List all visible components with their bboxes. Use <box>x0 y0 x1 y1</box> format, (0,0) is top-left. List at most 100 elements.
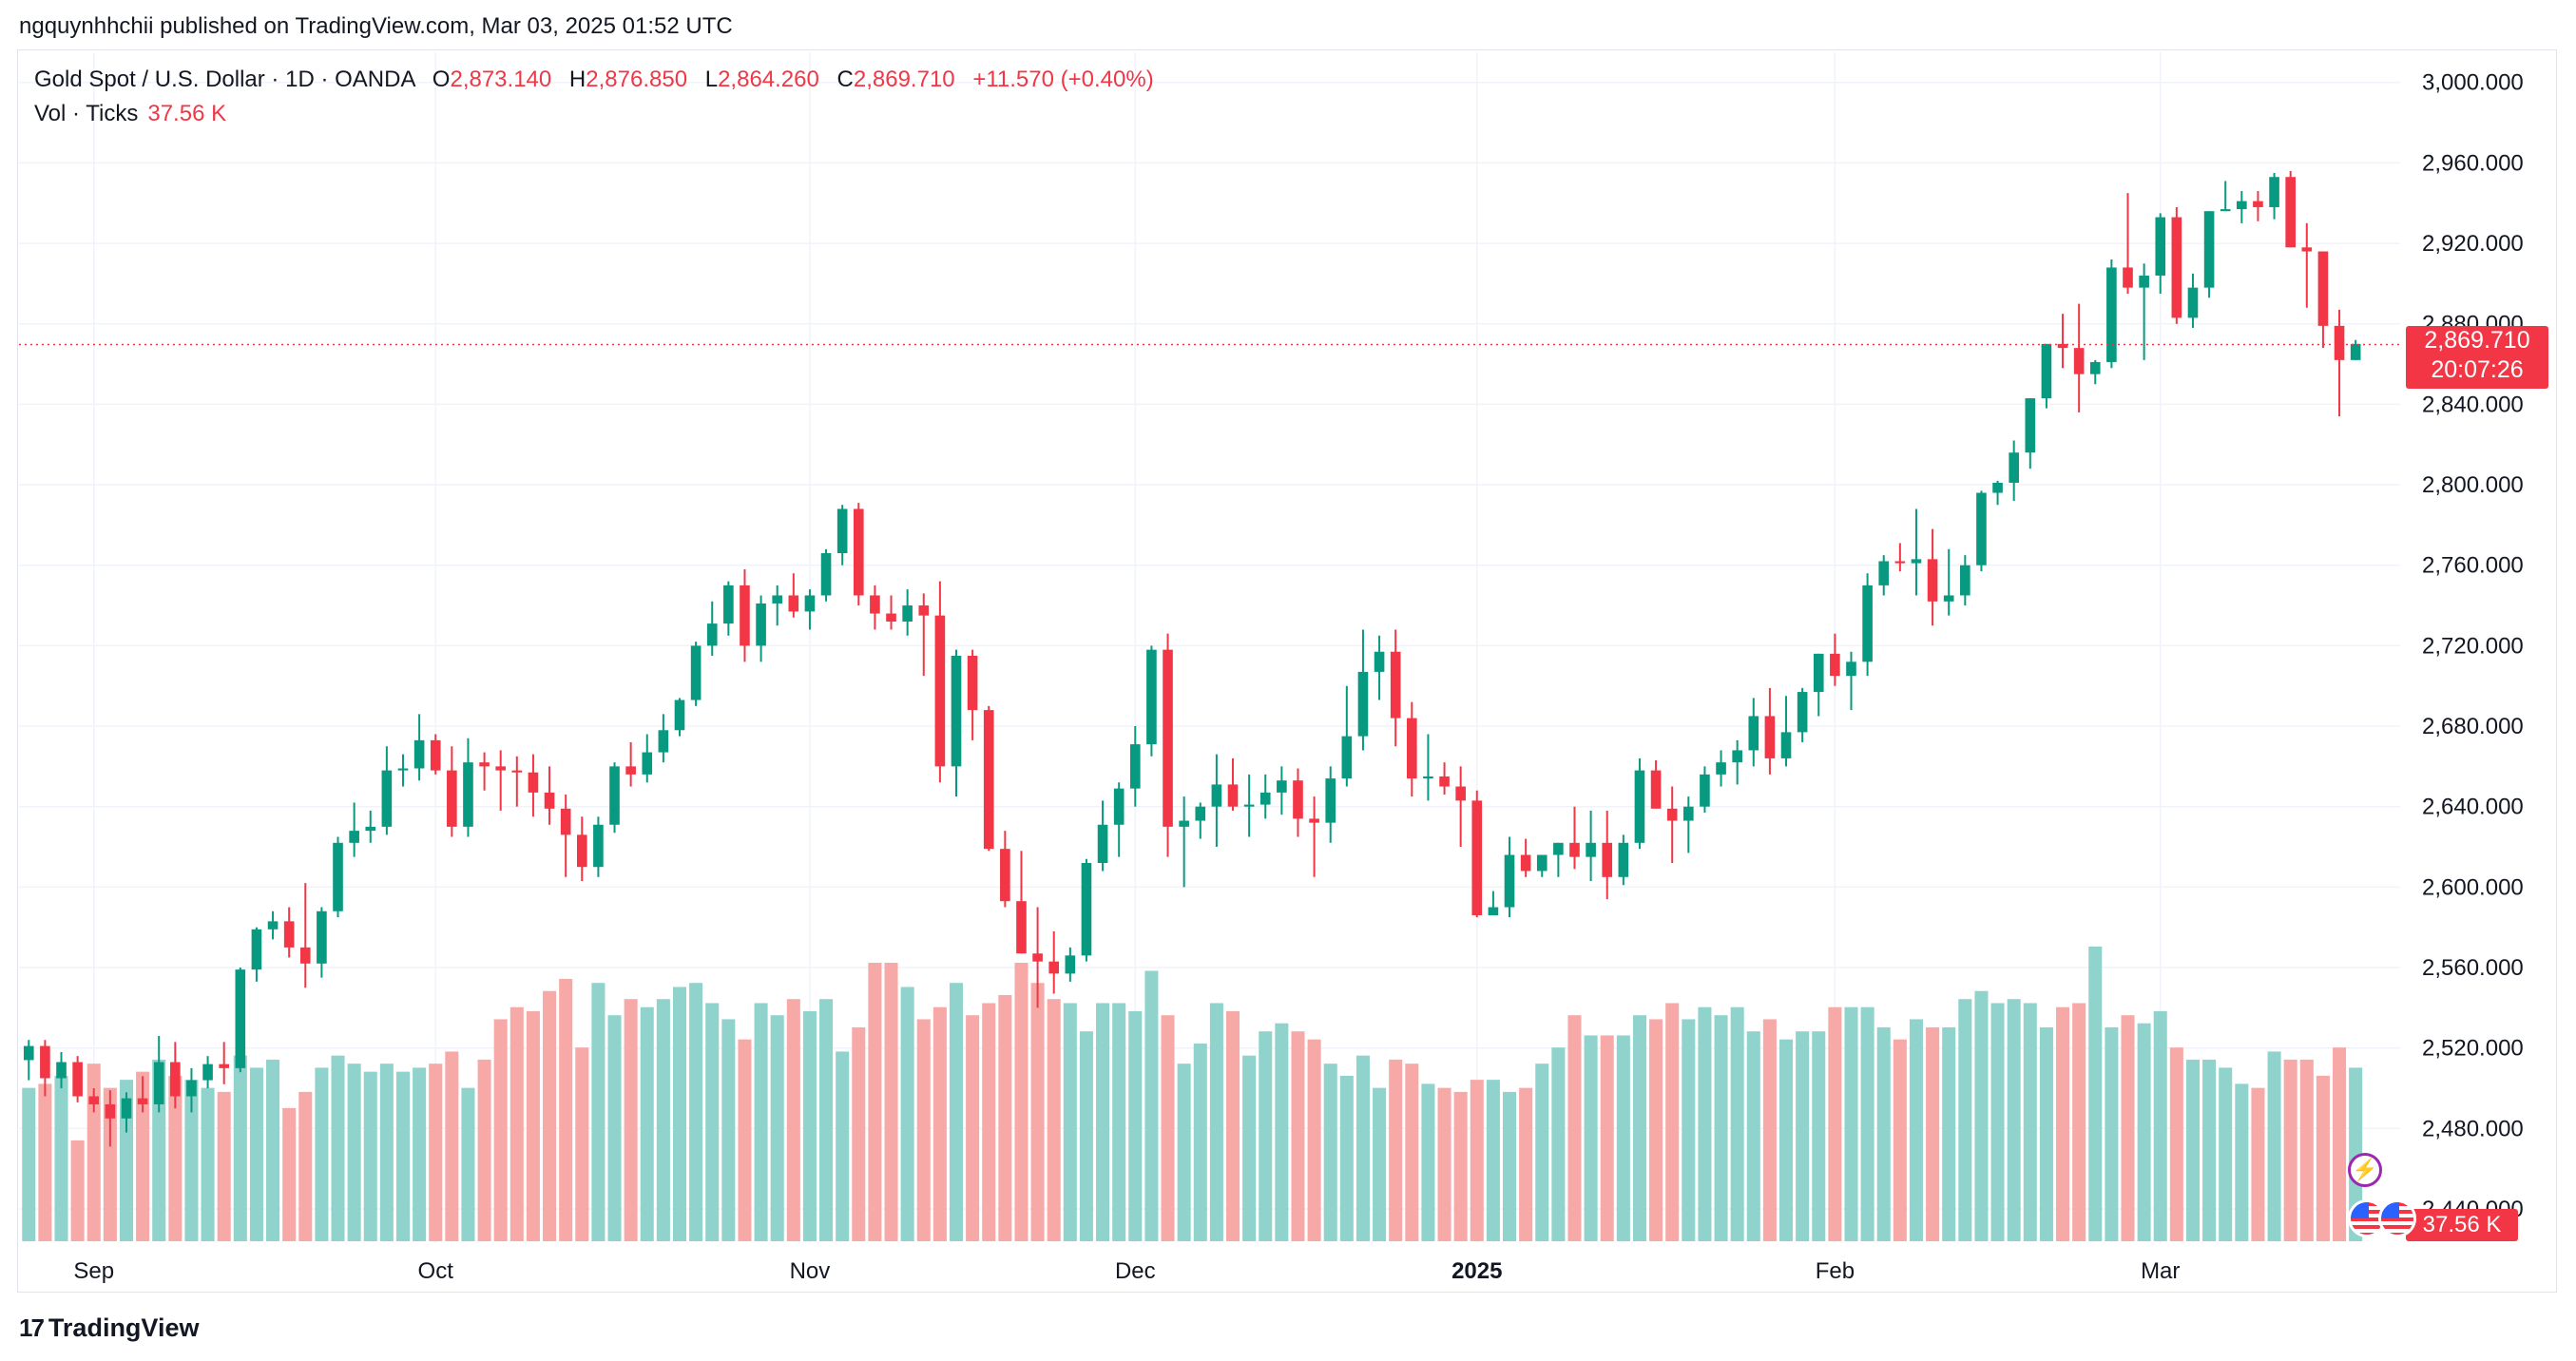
close-label: C <box>836 67 854 92</box>
volume-bar <box>1812 1031 1826 1241</box>
volume-bar <box>363 1071 377 1241</box>
candle-body <box>88 1096 100 1104</box>
last-price-tag: 2,869.710 20:07:26 <box>2406 326 2548 389</box>
tradingview-logo[interactable]: 17 TradingView <box>19 1313 199 1343</box>
candle-body <box>333 842 343 911</box>
candle-body <box>2073 348 2085 374</box>
candle-body <box>235 969 246 1068</box>
volume-bar <box>233 1055 247 1241</box>
price-axis-label: 2,960.000 <box>2422 150 2524 176</box>
time-axis-label: Feb <box>1816 1258 1855 1284</box>
volume-bar <box>2283 1059 2297 1241</box>
volume-bar <box>217 1091 231 1241</box>
us-flag-icon[interactable] <box>2348 1199 2386 1237</box>
candle-body <box>1666 808 1678 821</box>
symbol-title[interactable]: Gold Spot / U.S. Dollar · 1D · OANDA <box>34 67 415 92</box>
price-axis-label: 3,000.000 <box>2422 70 2524 96</box>
candle-body <box>2041 343 2052 399</box>
candle-body <box>1309 818 1319 823</box>
volume-bar <box>1405 1064 1419 1241</box>
volume-bar <box>395 1071 411 1241</box>
us-flag-icon[interactable] <box>2378 1199 2416 1237</box>
price-axis-label: 2,520.000 <box>2422 1036 2524 1062</box>
volume-bar <box>1876 1026 1891 1241</box>
candle-body <box>56 1062 67 1079</box>
candle-body <box>1341 736 1353 779</box>
candle-body <box>2253 201 2263 207</box>
volume-bar <box>1502 1091 1517 1241</box>
candle-body <box>251 929 262 970</box>
candle-body <box>902 605 913 622</box>
candle-body <box>1586 842 1596 857</box>
volume-bar <box>2039 1026 2053 1241</box>
volume-bar <box>119 1080 133 1241</box>
candle-body <box>2187 287 2199 318</box>
volume-bar <box>1942 1026 1956 1241</box>
volume-value: 37.56 K <box>147 101 227 126</box>
candle-body <box>137 1098 148 1104</box>
volume-bar <box>22 1087 36 1241</box>
candle-body <box>267 921 279 930</box>
candle-body <box>1927 559 1938 602</box>
candle-body <box>349 831 359 843</box>
candle-body <box>1016 901 1027 954</box>
candle-body <box>1602 842 1613 877</box>
volume-bar <box>786 999 800 1241</box>
open-label: O <box>432 67 451 92</box>
volume-bar <box>1682 1019 1696 1241</box>
volume-bar <box>1275 1023 1289 1241</box>
close-value: 2,869.710 <box>853 67 955 92</box>
volume-bar <box>2105 1026 2119 1241</box>
candle-body <box>1911 559 1922 564</box>
volume-label[interactable]: Vol · Ticks <box>34 101 139 126</box>
volume-bar <box>87 1064 101 1241</box>
candle-body <box>609 766 620 825</box>
volume-bar <box>607 1015 622 1241</box>
candle-body <box>2269 177 2279 207</box>
candle-body <box>299 947 311 964</box>
volume-bar <box>2202 1059 2217 1241</box>
volume-bar <box>413 1067 427 1241</box>
candle-body <box>723 585 734 624</box>
volume-bar <box>591 983 606 1241</box>
volume-bar <box>1242 1055 1257 1241</box>
candle-body <box>1163 649 1173 827</box>
volume-bar <box>509 1006 524 1241</box>
candle-body <box>72 1062 83 1097</box>
volume-bar <box>738 1039 752 1241</box>
candle-body <box>1293 780 1303 819</box>
high-label: H <box>568 67 586 92</box>
volume-bar <box>1714 1015 1728 1241</box>
time-axis-label: Mar <box>2141 1258 2180 1284</box>
volume-bar <box>201 1087 215 1241</box>
time-axis-label: Nov <box>790 1258 831 1284</box>
volume-bar <box>38 1083 52 1241</box>
candle-body <box>1471 800 1483 916</box>
volume-bar <box>900 987 914 1241</box>
candle-body <box>1862 585 1873 662</box>
candle-body <box>463 762 473 827</box>
volume-bar <box>624 999 638 1241</box>
candle-body <box>381 770 393 827</box>
candle-body <box>853 508 864 596</box>
time-axis-label: 2025 <box>1451 1258 1502 1284</box>
volume-bar <box>1014 962 1028 1241</box>
volume-bar <box>1339 1075 1354 1241</box>
price-axis-label: 2,640.000 <box>2422 795 2524 820</box>
candle-body <box>1423 776 1433 779</box>
volume-bar <box>1519 1087 1533 1241</box>
candle-body <box>674 700 685 731</box>
open-value: 2,873.140 <box>450 67 552 92</box>
volume-legend: Vol · Ticks 37.56 K <box>34 101 226 127</box>
bolt-icon[interactable]: ⚡ <box>2348 1153 2382 1187</box>
candle-body <box>186 1080 197 1097</box>
candle-body <box>1065 955 1076 974</box>
candle-body <box>2106 267 2117 362</box>
tradingview-logo-text: TradingView <box>48 1313 200 1342</box>
candle-body <box>1960 565 1970 596</box>
candle-body <box>1569 842 1580 857</box>
volume-bar <box>184 1080 199 1241</box>
price-axis-label: 2,600.000 <box>2422 874 2524 900</box>
volume-bar <box>54 1075 68 1241</box>
